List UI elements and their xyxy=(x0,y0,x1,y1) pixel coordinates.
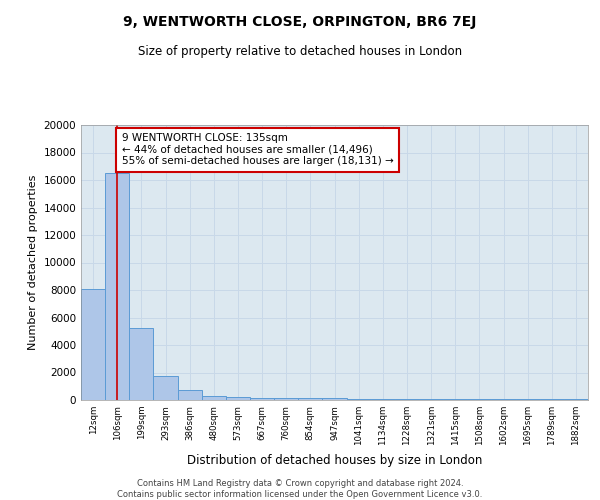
X-axis label: Distribution of detached houses by size in London: Distribution of detached houses by size … xyxy=(187,454,482,466)
Bar xyxy=(105,173,129,400)
Bar xyxy=(129,328,154,400)
Bar xyxy=(419,399,443,400)
Bar xyxy=(395,399,419,400)
Bar xyxy=(81,288,105,400)
Bar xyxy=(250,398,274,400)
Bar xyxy=(202,396,226,400)
Text: Contains HM Land Registry data © Crown copyright and database right 2024.: Contains HM Land Registry data © Crown c… xyxy=(137,478,463,488)
Bar xyxy=(491,399,515,400)
Bar xyxy=(274,398,298,400)
Bar xyxy=(371,399,395,400)
Bar xyxy=(226,397,250,400)
Bar xyxy=(443,399,467,400)
Bar xyxy=(178,390,202,400)
Y-axis label: Number of detached properties: Number of detached properties xyxy=(28,175,38,350)
Bar xyxy=(467,399,491,400)
Bar xyxy=(154,376,178,400)
Text: 9, WENTWORTH CLOSE, ORPINGTON, BR6 7EJ: 9, WENTWORTH CLOSE, ORPINGTON, BR6 7EJ xyxy=(124,15,476,29)
Bar xyxy=(322,398,347,400)
Bar xyxy=(347,398,371,400)
Text: 9 WENTWORTH CLOSE: 135sqm
← 44% of detached houses are smaller (14,496)
55% of s: 9 WENTWORTH CLOSE: 135sqm ← 44% of detac… xyxy=(122,133,394,166)
Text: Size of property relative to detached houses in London: Size of property relative to detached ho… xyxy=(138,45,462,58)
Bar xyxy=(298,398,322,400)
Text: Contains public sector information licensed under the Open Government Licence v3: Contains public sector information licen… xyxy=(118,490,482,499)
